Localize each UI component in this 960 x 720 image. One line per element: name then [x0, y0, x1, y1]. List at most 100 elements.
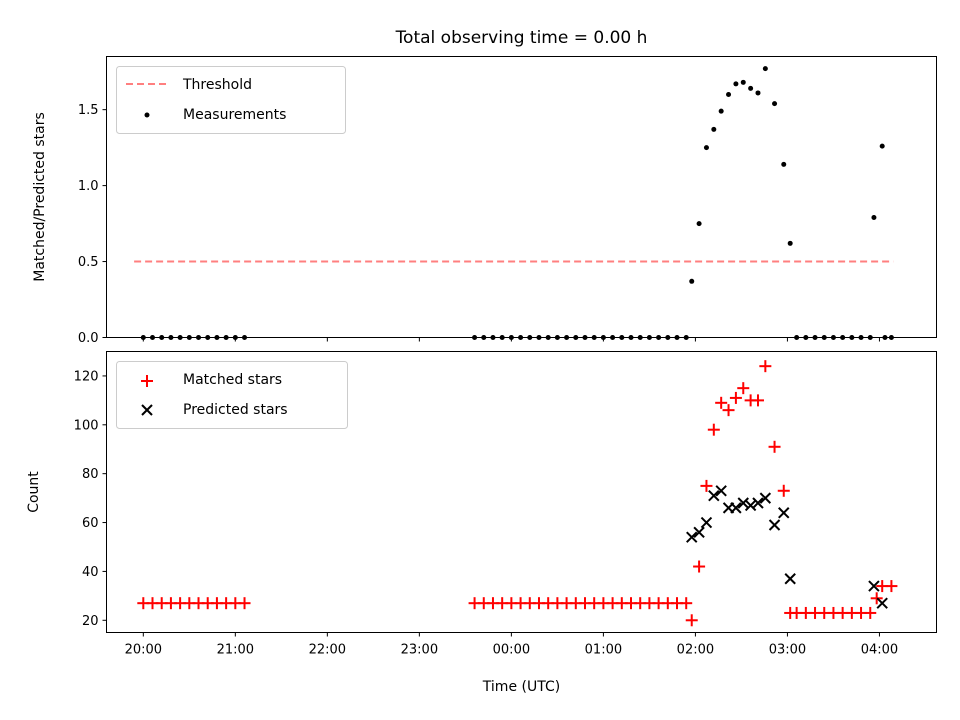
bottom-xtick-label: 01:00 [585, 643, 622, 658]
top-ytick-label: 0.0 [78, 331, 99, 346]
predicted-stars-point-d2 [768, 519, 781, 531]
legend-predicted-label: Predicted stars [183, 402, 288, 418]
matched-stars-point [737, 382, 750, 395]
predicted-stars-point-d2 [700, 516, 713, 529]
predicted-stars-point-d2 [868, 580, 880, 592]
predicted-stars-point-d2 [876, 597, 888, 609]
legend-measurements-label: Measurements [183, 107, 286, 123]
bottom-legend: Matched stars Predicted stars [116, 361, 348, 429]
measurements-point [748, 85, 754, 91]
chart-title: Total observing time = 0.00 h [395, 28, 648, 48]
predicted-stars-point [759, 492, 772, 504]
bottom-ytick-label: 100 [74, 418, 99, 433]
matched-stars-point [729, 391, 742, 404]
measurements-point [781, 161, 787, 167]
matched-stars-point [768, 440, 781, 453]
matched-stars-point [864, 606, 877, 619]
bottom-xtick-label: 20:00 [125, 643, 162, 658]
predicted-stars-point [700, 516, 713, 529]
measurements-point [689, 278, 695, 284]
measurements-point [762, 66, 768, 72]
legend-measurements-swatch [144, 112, 150, 118]
predicted-stars-point [737, 497, 749, 509]
legend-matched-label: Matched stars [183, 372, 282, 388]
measurements-point [879, 143, 885, 149]
predicted-stars-point-d2 [730, 502, 742, 514]
measurements-point [733, 81, 739, 87]
matched-stars-point [885, 580, 898, 593]
matched-stars-point [693, 560, 706, 573]
predicted-stars-point [752, 497, 764, 509]
predicted-stars-point [784, 573, 796, 585]
bottom-ytick-label: 40 [82, 565, 99, 580]
predicted-stars-point [730, 502, 742, 514]
bottom-axes-frame [106, 351, 937, 633]
top-ytick-label: 0.5 [78, 255, 99, 270]
bottom-ytick-label: 20 [82, 614, 99, 629]
legend-matched-swatch [141, 375, 153, 387]
matched-stars-point [685, 614, 698, 627]
bottom-plot-area: 20 40 60 80 100 120 20:00 21:00 22:00 23:00 00:00 0… [74, 360, 898, 658]
top-plot-area: 0.0 0.5 1.0 1.5 [78, 66, 894, 346]
top-ytick-label: 1.0 [78, 179, 99, 194]
matched-stars-point [238, 597, 251, 610]
predicted-stars-point-d2 [715, 485, 727, 497]
top-legend: Threshold Measurements [116, 66, 346, 134]
matched-stars-point [700, 479, 713, 492]
matched-stars-point [680, 597, 693, 610]
bottom-xlabel: Time (UTC) [482, 679, 560, 695]
bottom-xtick-label: 00:00 [493, 643, 530, 658]
bottom-ylabel: Count [26, 471, 42, 513]
measurements-point [711, 126, 717, 132]
bottom-xtick-label: 21:00 [217, 643, 254, 658]
matched-stars-point [870, 592, 883, 605]
top-ylabel: Matched/Predicted stars [32, 112, 48, 282]
bottom-xtick-label: 22:00 [309, 643, 346, 658]
top-legend-box [116, 66, 346, 134]
measurements-point [772, 101, 778, 107]
measurements-point [871, 215, 877, 221]
measurements-point [696, 221, 702, 227]
measurements-point [787, 240, 793, 246]
legend-predicted-swatch [141, 404, 153, 416]
predicted-stars-point-d2 [708, 489, 720, 502]
top-axes-frame [106, 56, 937, 338]
bottom-xtick-label: 04:00 [861, 643, 898, 658]
predicted-stars-point-d2 [759, 492, 772, 504]
matched-stars-point [722, 404, 735, 417]
predicted-stars-point [686, 531, 698, 543]
matched-stars-point [751, 394, 764, 407]
measurements-point [755, 90, 761, 96]
bottom-ytick-label: 80 [82, 467, 99, 482]
bottom-ytick-label: 60 [82, 516, 99, 531]
predicted-stars-point-d2 [693, 526, 705, 539]
predicted-stars-point [708, 489, 720, 502]
predicted-stars-point [715, 485, 727, 497]
predicted-stars-point [778, 507, 790, 519]
bottom-legend-box [116, 361, 348, 429]
predicted-stars-point-d2 [686, 531, 698, 543]
predicted-stars-point-d2 [778, 507, 790, 519]
matched-stars-point [777, 484, 790, 497]
predicted-stars-point [744, 499, 757, 512]
measurements-point [726, 91, 732, 97]
measurements-point [718, 108, 724, 114]
bottom-ytick-label: 120 [74, 369, 99, 384]
predicted-stars-point [868, 580, 880, 592]
matched-stars-point [759, 360, 772, 373]
predicted-stars-point-d2 [752, 497, 764, 509]
top-ytick-label: 1.5 [78, 103, 99, 118]
predicted-stars-point-d2 [784, 573, 796, 585]
predicted-stars-point [693, 526, 705, 539]
predicted-stars-point-d2 [737, 497, 749, 509]
predicted-stars-point [876, 597, 888, 609]
measurements-point [740, 79, 746, 85]
matched-stars-point [707, 423, 720, 436]
matched-stars-point [715, 396, 728, 409]
measurements-point [703, 145, 709, 151]
predicted-stars-point [768, 519, 781, 531]
bottom-xtick-label: 23:00 [401, 643, 438, 658]
predicted-stars-point-d2 [744, 499, 757, 512]
bottom-xtick-label: 03:00 [769, 643, 806, 658]
